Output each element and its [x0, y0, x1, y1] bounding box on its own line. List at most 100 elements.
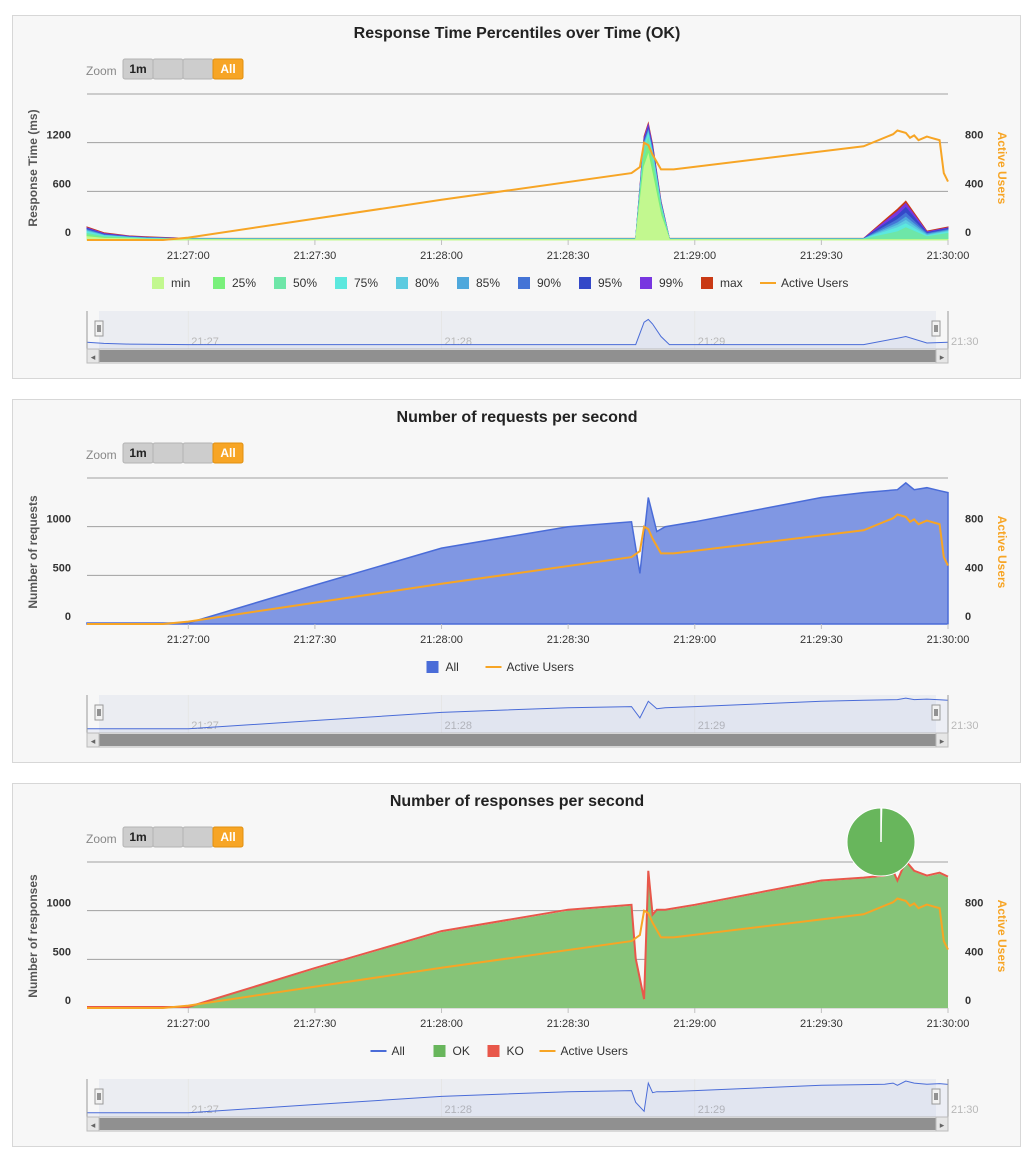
y-tick-label: 1000: [47, 514, 71, 526]
navigator-background: [87, 311, 948, 349]
series-line-ko: [87, 859, 949, 1008]
scrollbar-right-button[interactable]: [935, 348, 949, 364]
y2-axis-label: Active Users: [995, 900, 1009, 973]
navigator-tick-label: 21:27: [191, 720, 219, 732]
legend-label: max: [720, 276, 743, 290]
navigator-left-handle[interactable]: [94, 704, 104, 721]
x-tick-label: 21:27:30: [293, 1018, 336, 1030]
handle-body: [94, 320, 104, 337]
scrollbar-right-button[interactable]: [935, 1116, 949, 1132]
zoom-empty-button-2[interactable]: [182, 58, 214, 80]
legend-item: Active Users: [539, 1044, 628, 1058]
scrollbar-left-arrow-icon: ◂: [91, 737, 96, 747]
navigator-tick-label: 21:30: [951, 336, 979, 348]
plot-area: [87, 859, 949, 1009]
legend-label: Active Users: [507, 660, 574, 674]
zoom-all-label: All: [220, 62, 235, 76]
scrollbar-thumb[interactable]: [99, 1118, 936, 1130]
legend-label: 80%: [415, 276, 439, 290]
legend-item: 85%: [457, 276, 500, 290]
scrollbar-left-arrow-icon: ◂: [91, 353, 96, 363]
scrollbar-left-button[interactable]: [86, 348, 100, 364]
zoom-1m-label: 1m: [129, 830, 146, 844]
y-axis-label: Number of responses: [26, 874, 40, 998]
ok-ko-pie-chart: [846, 807, 916, 877]
zoom-all-button[interactable]: All: [212, 442, 244, 464]
legend: All Active Users: [426, 660, 574, 674]
legend-item: max: [701, 276, 743, 290]
y-tick-label: 600: [53, 178, 71, 190]
requests-per-second-panel: Number of requests per second Zoom 1m Al…: [12, 399, 1021, 763]
y2-ticks: 0 400 800: [965, 130, 983, 239]
legend-swatch: [579, 277, 591, 289]
scrollbar-right-button[interactable]: [935, 732, 949, 748]
series-area-85p: [86, 129, 949, 241]
zoom-all-button[interactable]: All: [212, 826, 244, 848]
zoom-empty-button-2[interactable]: [182, 442, 214, 464]
zoom-1m-button[interactable]: 1m: [122, 58, 154, 80]
scrollbar-left-button[interactable]: [86, 1116, 100, 1132]
handle-body: [931, 320, 941, 337]
y2-tick-label: 800: [965, 130, 983, 142]
x-ticks: 21:27:00 21:27:30 21:28:00 21:28:30 21:29:00…: [167, 1008, 969, 1030]
navigator-series-fill: [87, 698, 948, 733]
zoom-empty-button-1[interactable]: [152, 442, 184, 464]
legend-item: min: [152, 276, 190, 290]
legend-label: min: [171, 276, 190, 290]
x-tick-label: 21:27:00: [167, 634, 210, 646]
handle-body: [931, 1088, 941, 1105]
zoom-1m-button[interactable]: 1m: [122, 442, 154, 464]
zoom-1m-label: 1m: [129, 446, 146, 460]
zoom-empty-button-2[interactable]: [182, 826, 214, 848]
navigator-series-line: [87, 1080, 949, 1114]
navigator-tick-label: 21:28: [445, 1104, 473, 1116]
navigator-tick-label: 21:30: [951, 1104, 979, 1116]
zoom-1m-button[interactable]: 1m: [122, 826, 154, 848]
scrollbar-right-arrow-icon: ▸: [940, 737, 945, 747]
zoom-all-button[interactable]: All: [212, 58, 244, 80]
navigator-right-handle[interactable]: [931, 320, 941, 337]
legend-swatch: [274, 277, 286, 289]
y2-tick-label: 400: [965, 562, 983, 574]
y-tick-label: 1200: [47, 130, 71, 142]
legend: All OK KO Active Users: [370, 1044, 628, 1058]
legend-label: 85%: [476, 276, 500, 290]
navigator-left-handle[interactable]: [94, 320, 104, 337]
y2-ticks: 0 400 800: [965, 514, 983, 623]
y2-tick-label: 0: [965, 227, 971, 239]
legend-swatch: [426, 661, 439, 673]
response-time-percentiles-panel: Response Time Percentiles over Time (OK)…: [12, 15, 1021, 379]
legend-item: OK: [433, 1044, 470, 1058]
legend-label: 95%: [598, 276, 622, 290]
y2-ticks: 0 400 800: [965, 898, 983, 1007]
navigator-mask: [99, 311, 936, 349]
series-area-ok: [87, 862, 948, 1008]
legend-item: Active Users: [760, 276, 848, 290]
x-tick-label: 21:28:30: [547, 250, 590, 262]
chart-title: Number of requests per second: [397, 409, 638, 426]
chart-title: Response Time Percentiles over Time (OK): [354, 25, 681, 42]
y-tick-label: 0: [65, 611, 71, 623]
scrollbar-thumb[interactable]: [99, 734, 936, 746]
legend-item: 50%: [274, 276, 317, 290]
x-tick-label: 21:30:00: [927, 250, 970, 262]
legend-swatch: [457, 277, 469, 289]
legend-item: 75%: [335, 276, 378, 290]
zoom-empty-button-1[interactable]: [152, 58, 184, 80]
zoom-empty-button-1[interactable]: [152, 826, 184, 848]
legend-label: All: [446, 660, 459, 674]
scrollbar-thumb[interactable]: [99, 350, 936, 362]
scrollbar-left-button[interactable]: [86, 732, 100, 748]
x-ticks: 21:27:00 21:27:30 21:28:00 21:28:30 21:29:00…: [167, 624, 969, 646]
y-tick-label: 500: [53, 562, 71, 574]
navigator-right-handle[interactable]: [931, 1088, 941, 1105]
navigator-right-handle[interactable]: [931, 704, 941, 721]
y2-tick-label: 400: [965, 178, 983, 190]
zoom-label: Zoom: [86, 448, 117, 462]
navigator-left-handle[interactable]: [94, 1088, 104, 1105]
legend-label: 75%: [354, 276, 378, 290]
x-tick-label: 21:29:00: [673, 1018, 716, 1030]
